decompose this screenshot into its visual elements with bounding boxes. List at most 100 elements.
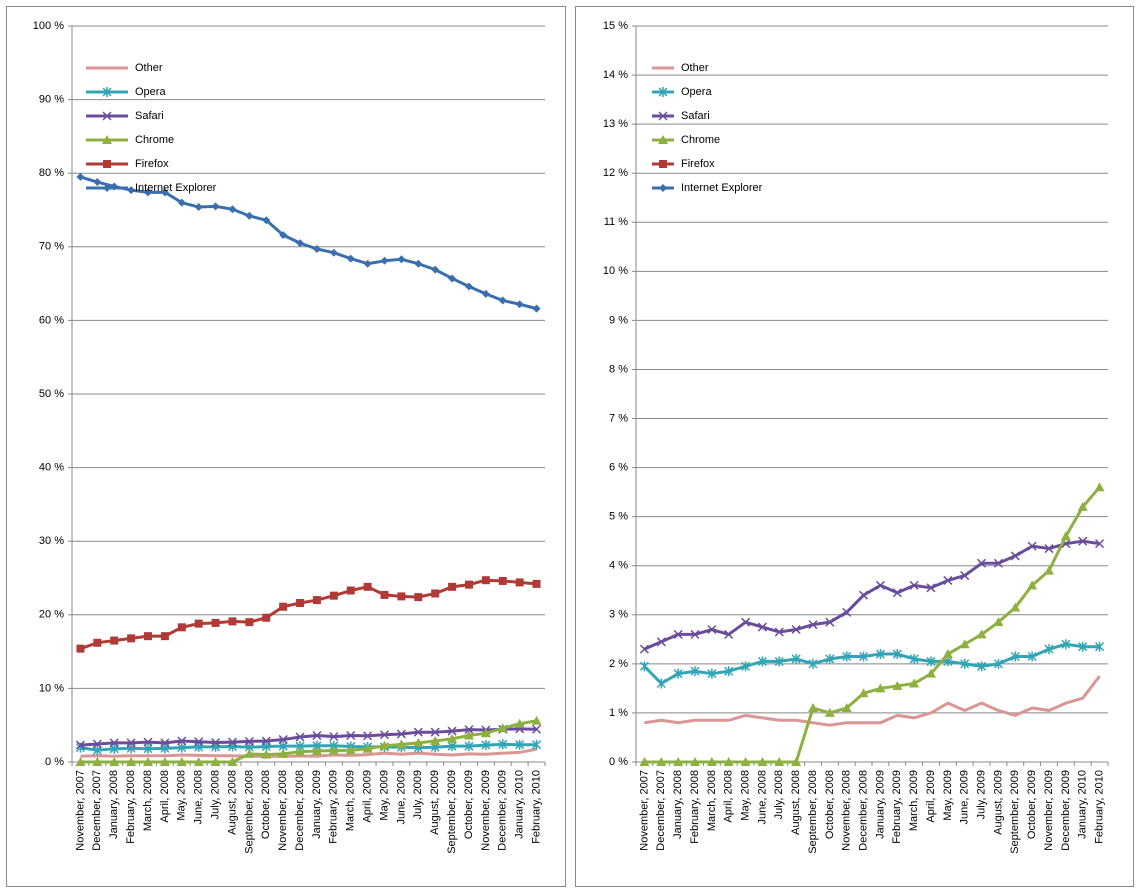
marker (211, 737, 221, 748)
y-tick-label: 20 % (39, 609, 64, 621)
marker (464, 580, 473, 589)
y-tick-label: 8 % (609, 363, 628, 375)
x-tick-label: September, 2008 (243, 770, 255, 854)
x-tick-label: November, 2009 (480, 770, 492, 851)
marker (532, 724, 542, 734)
y-tick-label: 14 % (603, 69, 628, 81)
marker (825, 653, 835, 664)
marker (177, 742, 187, 753)
x-tick-label: January, 2010 (514, 770, 526, 839)
x-tick-label: March, 2008 (706, 770, 718, 831)
marker (707, 668, 717, 679)
x-tick-label: June, 2008 (756, 770, 768, 824)
marker (448, 274, 457, 283)
marker (296, 599, 305, 608)
legend-label: Safari (135, 110, 164, 122)
marker (227, 757, 238, 766)
x-tick-label: June, 2009 (959, 770, 971, 824)
x-tick-label: February, 2008 (689, 770, 701, 844)
marker (211, 202, 220, 211)
line (80, 742, 537, 752)
marker (160, 738, 170, 748)
x-tick-label: February, 2010 (530, 770, 542, 844)
x-tick-label: December, 2008 (857, 770, 869, 851)
marker (639, 644, 649, 654)
marker (109, 757, 120, 766)
marker (659, 160, 667, 168)
marker (261, 736, 271, 746)
x-tick-label: August, 2009 (992, 770, 1004, 835)
marker (498, 296, 507, 305)
marker (311, 745, 322, 755)
marker (380, 590, 389, 599)
marker (993, 658, 1003, 669)
marker (431, 589, 440, 598)
marker (1094, 482, 1105, 492)
marker (658, 111, 668, 121)
marker (430, 736, 441, 746)
line (643, 642, 1100, 685)
marker (279, 602, 288, 611)
marker (346, 254, 355, 263)
x-tick-label: November, 2009 (1043, 770, 1055, 851)
marker (515, 300, 524, 309)
series (639, 536, 1105, 654)
y-tick-label: 0 % (45, 756, 64, 768)
x-tick-label: January, 2010 (1077, 770, 1089, 839)
x-tick-label: April, 2008 (723, 770, 735, 823)
y-tick-label: 10 % (603, 265, 628, 277)
marker (1095, 641, 1105, 652)
y-tick-label: 4 % (609, 560, 628, 572)
marker (413, 737, 424, 747)
y-tick-label: 70 % (39, 241, 64, 253)
marker (656, 678, 666, 689)
marker (741, 617, 751, 627)
marker (126, 738, 136, 748)
marker (690, 629, 700, 639)
x-tick-label: December, 2009 (497, 770, 509, 851)
marker (262, 613, 271, 622)
series (76, 576, 541, 653)
marker (262, 216, 271, 225)
marker (127, 634, 136, 643)
marker (498, 739, 508, 750)
line (644, 675, 1101, 727)
marker (396, 729, 406, 739)
marker (177, 736, 187, 746)
marker (279, 231, 288, 240)
x-tick-label: November, 2008 (277, 770, 289, 851)
marker (430, 727, 440, 737)
marker (1044, 544, 1054, 554)
x-tick-label: January, 2008 (108, 770, 120, 839)
marker (109, 738, 119, 748)
x-tick-label: May, 2009 (378, 770, 390, 821)
y-tick-label: 90 % (39, 94, 64, 106)
marker (464, 282, 473, 291)
y-tick-label: 5 % (609, 511, 628, 523)
x-tick-label: September, 2008 (807, 770, 819, 854)
marker (194, 619, 203, 628)
marker (76, 172, 85, 181)
legend-label: Other (681, 62, 709, 74)
marker (690, 757, 700, 766)
marker (447, 741, 457, 752)
marker (1078, 641, 1088, 652)
y-tick-label: 15 % (603, 20, 628, 32)
marker (859, 590, 869, 600)
chart-panel (575, 6, 1134, 887)
marker (858, 688, 869, 698)
marker (892, 680, 903, 690)
marker (102, 111, 112, 121)
marker (791, 653, 801, 664)
marker (312, 245, 321, 254)
marker (942, 649, 953, 659)
x-tick-label: February, 2009 (891, 770, 903, 844)
marker (859, 651, 869, 662)
marker (363, 259, 372, 268)
marker (481, 576, 490, 585)
marker (193, 757, 204, 766)
y-tick-label: 9 % (609, 314, 628, 326)
marker (791, 624, 801, 635)
marker (656, 637, 666, 647)
x-tick-label: April, 2009 (362, 770, 374, 823)
